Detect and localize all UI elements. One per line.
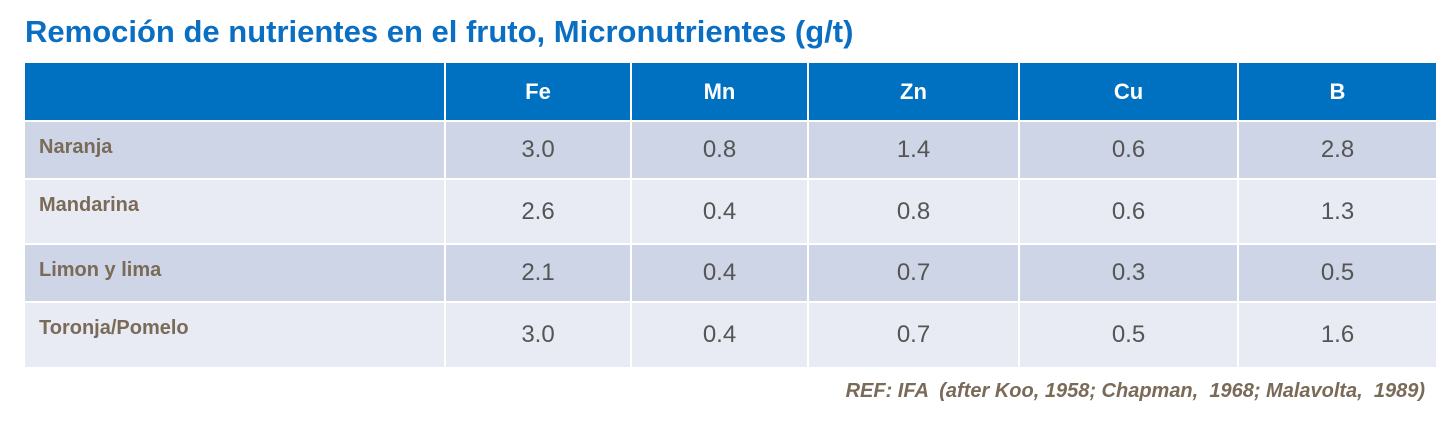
table-cell: 0.5: [1239, 245, 1438, 303]
table-cell: 0.4: [632, 245, 809, 303]
table-cell: 2.6: [446, 180, 632, 245]
reference: REF: IFA (after Koo, 1958; Chapman, 1968…: [845, 380, 1425, 402]
column-header: Mn: [632, 63, 809, 122]
table-cell: 0.7: [809, 245, 1020, 303]
row-label: Limon y lima: [25, 245, 446, 303]
table-cell: 2.1: [446, 245, 632, 303]
title: Remoción de nutrientes en el fruto, Micr…: [25, 14, 854, 49]
table-cell: 1.3: [1239, 180, 1438, 245]
table-cell: 1.4: [809, 122, 1020, 180]
table-cell: 2.8: [1239, 122, 1438, 180]
table-cell: 0.6: [1020, 122, 1239, 180]
header-cell: [25, 63, 446, 122]
table-cell: 1.6: [1239, 303, 1438, 369]
table-cell: 0.8: [632, 122, 809, 180]
table-cell: 0.7: [809, 303, 1020, 369]
column-header: Zn: [809, 63, 1020, 122]
table-cell: 0.4: [632, 303, 809, 369]
table-cell: 0.3: [1020, 245, 1239, 303]
table-cell: 0.8: [809, 180, 1020, 245]
row-label: Toronja/Pomelo: [25, 303, 446, 369]
column-header: B: [1239, 63, 1438, 122]
table-cell: 3.0: [446, 122, 632, 180]
column-header: Fe: [446, 63, 632, 122]
table-cell: 0.6: [1020, 180, 1239, 245]
column-header: Cu: [1020, 63, 1239, 122]
table-cell: 3.0: [446, 303, 632, 369]
table-cell: 0.5: [1020, 303, 1239, 369]
row-label: Naranja: [25, 122, 446, 180]
row-label: Mandarina: [25, 180, 446, 245]
table-cell: 0.4: [632, 180, 809, 245]
